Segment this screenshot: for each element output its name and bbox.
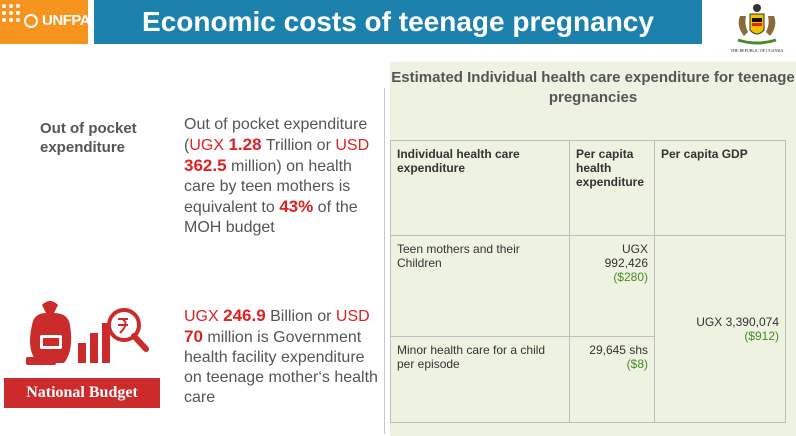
oop-text-part: million) on health care by teen mothers … [184, 158, 352, 216]
title-bar: Economic costs of teenage pregnancy [94, 0, 702, 44]
row-label: Teen mothers and their Children [390, 235, 570, 337]
un-globe-icon [24, 14, 38, 28]
header-cell: Individual health care expenditure [390, 140, 570, 236]
oop-label: Out of pocket expenditure [40, 120, 137, 156]
value-usd: ($280) [613, 270, 648, 284]
unfpa-logo: UNFPA [0, 0, 91, 44]
budget-ugx: UGX [184, 308, 224, 325]
money-bag-chart-icon [26, 301, 149, 365]
oop-text-part: Out of pocket expenditure ( [184, 116, 368, 154]
row-value: 29,645 shs ($8) [569, 336, 655, 423]
budget-ugx-value: 246.9 [223, 306, 266, 325]
budget-usd: USD [335, 308, 370, 325]
oop-usd-value: 362.5 [184, 156, 227, 175]
divider [384, 88, 385, 434]
budget-text: UGX 246.9 Billion or USD 70 million is G… [184, 306, 384, 408]
oop-text-part: of the MOH budget [184, 199, 358, 236]
gdp-usd: ($912) [744, 329, 779, 343]
value-usd: ($8) [626, 357, 648, 371]
header-cell: Per capita health expenditure [569, 140, 655, 236]
value-ugx: 29,645 shs [589, 343, 648, 357]
table-header-row: Individual health care expenditure Per c… [390, 140, 786, 236]
panel-title: Estimated Individual health care expendi… [391, 69, 795, 106]
gdp-cell: UGX 3,390,074 ($912) [654, 235, 786, 423]
coat-of-arms-icon [737, 4, 777, 45]
page-title: Economic costs of teenage pregnancy [142, 6, 654, 37]
table-row: Teen mothers and their Children UGX 992,… [390, 235, 786, 423]
oop-percent: 43% [279, 197, 314, 216]
coat-caption: THE REPUBLIC OF UGANDA [730, 48, 784, 53]
oop-usd: USD [335, 137, 370, 154]
oop-text-part: Trillion or [265, 137, 336, 154]
header: UNFPA Economic costs of teenage pregnanc… [0, 0, 796, 62]
expenditure-table: Individual health care expenditure Per c… [390, 140, 786, 423]
national-budget-label: National Budget [4, 378, 160, 408]
dots-icon [2, 4, 22, 40]
budget-usd-value: 70 [184, 327, 203, 346]
table-row: Minor health care for a child per episod… [390, 336, 786, 423]
row-value: UGX 992,426 ($280) [569, 235, 655, 337]
oop-text: Out of pocket expenditure (UGX 1.28 Tril… [184, 115, 384, 238]
gdp-ugx: UGX 3,390,074 [696, 315, 779, 329]
expenditure-panel: Estimated Individual health care expendi… [390, 62, 796, 436]
value-ugx: UGX 992,426 [604, 242, 648, 270]
oop-ugx: UGX [189, 137, 224, 154]
row-label: Minor health care for a child per episod… [390, 336, 570, 423]
oop-ugx-value: 1.28 [228, 135, 262, 154]
budget-text-part: Billion or [265, 308, 336, 325]
header-cell: Per capita GDP [654, 140, 786, 236]
logo-text: UNFPA [42, 12, 91, 29]
budget-text-part: million is Government health facility ex… [184, 329, 378, 406]
